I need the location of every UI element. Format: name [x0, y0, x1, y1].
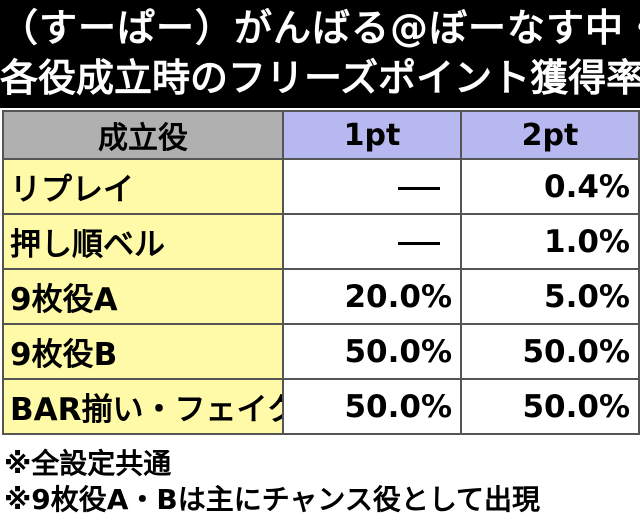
- role-cell: 9枚役A: [2, 268, 284, 325]
- rate-2pt-cell: 0.4%: [460, 158, 640, 215]
- table-header-row: 成立役 1pt 2pt: [2, 110, 640, 160]
- rate-1pt-cell: [282, 213, 462, 270]
- rate-2pt-cell: 1.0%: [460, 213, 640, 270]
- rate-2pt-cell: 5.0%: [460, 268, 640, 325]
- rate-2pt-cell: 50.0%: [460, 378, 640, 435]
- dash-mark: [398, 241, 440, 245]
- table-row: 9枚役A 20.0% 5.0%: [2, 268, 640, 325]
- footnotes: ※全設定共通 ※9枚役A・Bは主にチャンス役として出現: [4, 446, 540, 518]
- footnote: ※全設定共通: [4, 447, 172, 480]
- title-banner: （すーぱー）がんばる@ぼーなす中・ 各役成立時のフリーズポイント獲得率: [0, 0, 640, 108]
- rate-1pt-cell: 50.0%: [282, 323, 462, 380]
- rate-1pt-cell: [282, 158, 462, 215]
- footnote: ※9枚役A・Bは主にチャンス役として出現: [4, 483, 541, 516]
- table-row: BAR揃い・フェイク 50.0% 50.0%: [2, 378, 640, 435]
- title-line-2: 各役成立時のフリーズポイント獲得率: [0, 56, 640, 100]
- column-header-2pt: 2pt: [460, 110, 640, 160]
- column-header-1pt: 1pt: [282, 110, 462, 160]
- dash-mark: [398, 186, 440, 190]
- rate-1pt-cell: 50.0%: [282, 378, 462, 435]
- role-cell: BAR揃い・フェイク: [2, 378, 284, 435]
- role-cell: 9枚役B: [2, 323, 284, 380]
- title-line-1: （すーぱー）がんばる@ぼーなす中・: [0, 6, 640, 50]
- rate-2pt-cell: 50.0%: [460, 323, 640, 380]
- rate-1pt-cell: 20.0%: [282, 268, 462, 325]
- table-row: 押し順ベル 1.0%: [2, 213, 640, 270]
- column-header-role: 成立役: [2, 110, 284, 160]
- role-cell: 押し順ベル: [2, 213, 284, 270]
- role-cell: リプレイ: [2, 158, 284, 215]
- table-row: リプレイ 0.4%: [2, 158, 640, 215]
- table-row: 9枚役B 50.0% 50.0%: [2, 323, 640, 380]
- freeze-point-table: 成立役 1pt 2pt リプレイ 0.4% 押し順ベル 1.0% 9枚役A 20…: [2, 110, 640, 435]
